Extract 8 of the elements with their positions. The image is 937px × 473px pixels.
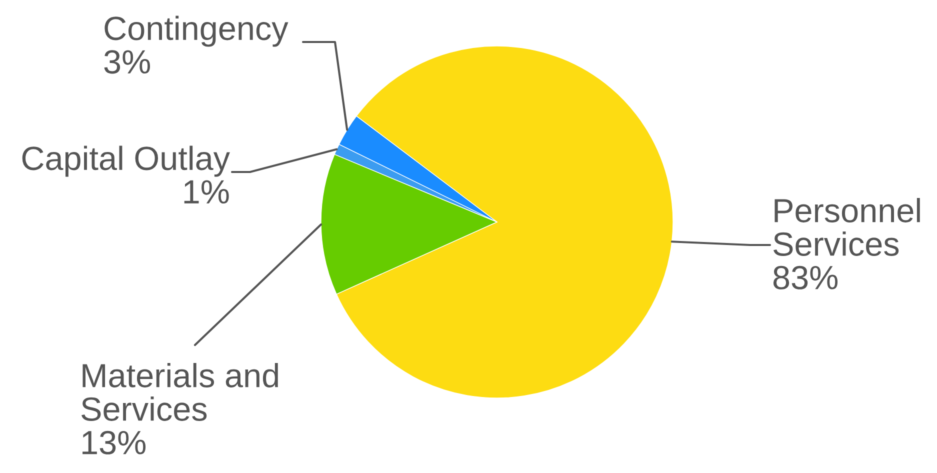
data-label: 83% — [773, 266, 838, 290]
slice-label: Personnel Services — [774, 198, 920, 256]
slice-label: Capital Outlay — [22, 146, 230, 177]
data-label: 13% — [82, 430, 146, 454]
slice-label: Materials and Services — [82, 362, 278, 421]
slice-label: Contingency — [104, 16, 288, 47]
data-label: 1% — [184, 180, 229, 204]
data-label: 3% — [104, 50, 150, 74]
